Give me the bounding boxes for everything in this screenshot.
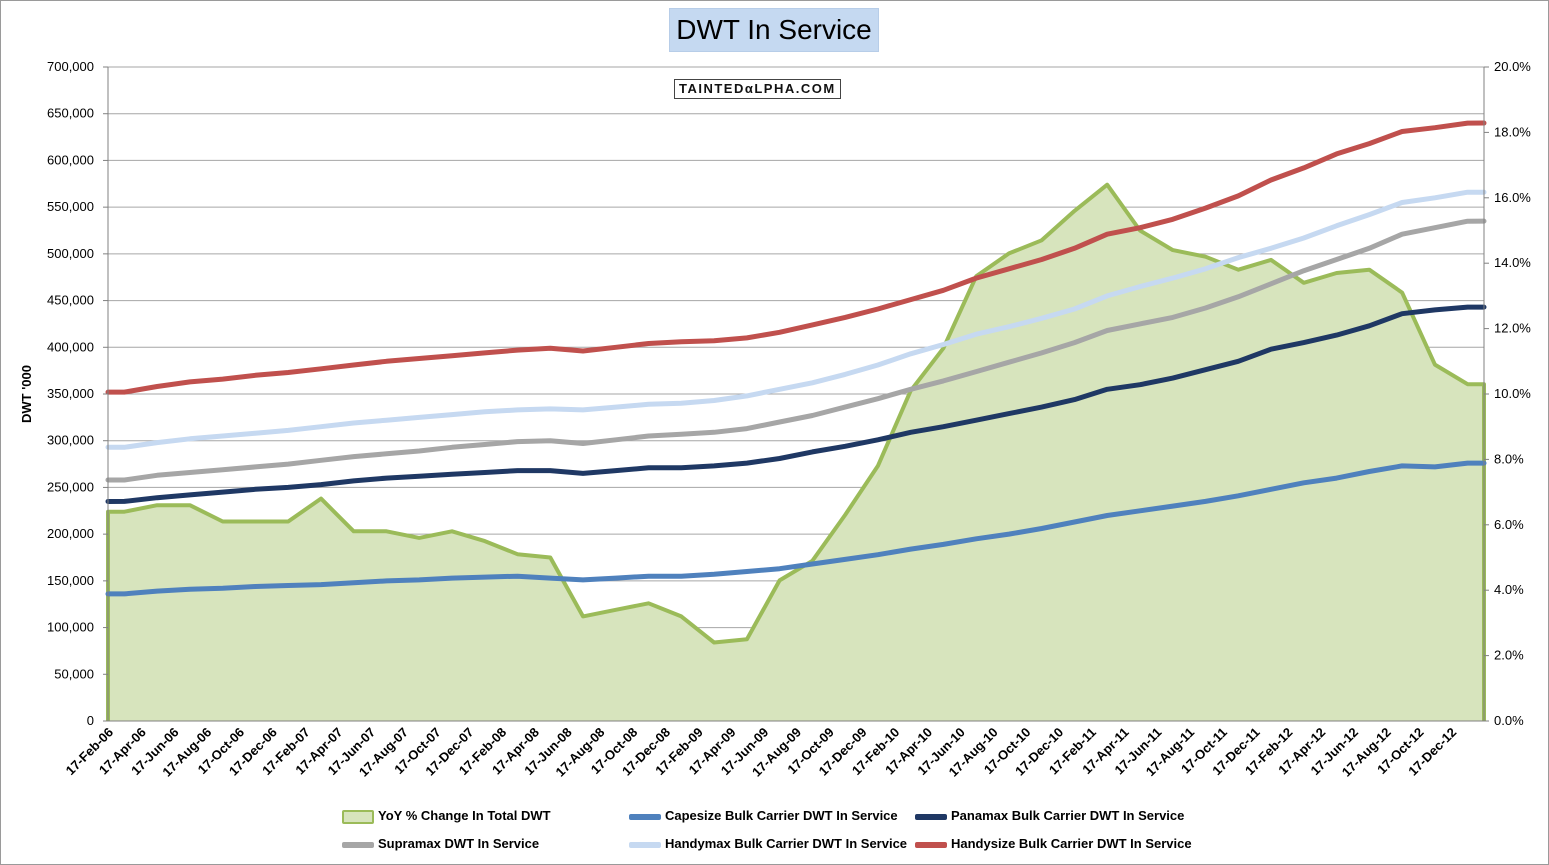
y2-tick-label-1: 2.0% bbox=[1494, 648, 1524, 663]
y-tick-label-2: 100,000 bbox=[47, 620, 94, 635]
yoy-series bbox=[106, 182, 1486, 721]
legend-item-handymax: Handymax Bulk Carrier DWT In Service bbox=[629, 836, 907, 851]
y-tick-label-7: 350,000 bbox=[47, 386, 94, 401]
left-axis-ticks: 0 50,000 100,000 150,000 200,000 250,000 300,0… bbox=[47, 59, 108, 728]
panamax-line bbox=[105, 304, 1487, 504]
legend-label-panamax: Panamax Bulk Carrier DWT In Service bbox=[951, 808, 1185, 823]
legend-swatch-panamax bbox=[915, 813, 947, 820]
y-tick-label-11: 550,000 bbox=[47, 199, 94, 214]
y-tick-label-12: 600,000 bbox=[47, 152, 94, 167]
legend-swatch-yoy bbox=[342, 809, 374, 824]
y2-tick-label-3: 6.0% bbox=[1494, 517, 1524, 532]
legend-swatch-supramax bbox=[342, 841, 374, 848]
handymax-line bbox=[105, 189, 1487, 450]
yoy-line bbox=[106, 182, 1486, 721]
y-tick-label-8: 400,000 bbox=[47, 339, 94, 354]
y2-tick-label-7: 14.0% bbox=[1494, 255, 1531, 270]
y-tick-label-4: 200,000 bbox=[47, 526, 94, 541]
y-tick-label-14: 700,000 bbox=[47, 59, 94, 74]
watermark-logo: TAINTEDαLPHA.COM bbox=[674, 79, 841, 99]
dwt-series bbox=[105, 120, 1487, 597]
y-tick-label-9: 450,000 bbox=[47, 293, 94, 308]
right-axis-ticks: 0.0% 2.0% 4.0% 6.0% 8.0% 10.0% 12.0% 14.0% 16.0%… bbox=[1484, 59, 1531, 728]
y-tick-label-3: 150,000 bbox=[47, 573, 94, 588]
chart-title: DWT In Service bbox=[669, 8, 879, 52]
y2-tick-label-10: 20.0% bbox=[1494, 59, 1531, 74]
y2-tick-label-8: 16.0% bbox=[1494, 190, 1531, 205]
y2-tick-label-2: 4.0% bbox=[1494, 582, 1524, 597]
legend-label-handymax: Handymax Bulk Carrier DWT In Service bbox=[665, 836, 908, 851]
y2-tick-label-0: 0.0% bbox=[1494, 713, 1524, 728]
legend-label-yoy: YoY % Change In Total DWT bbox=[378, 808, 551, 823]
legend-swatch-capesize bbox=[629, 813, 661, 820]
legend-label-capesize: Capesize Bulk Carrier DWT In Service bbox=[665, 808, 898, 823]
supramax-line bbox=[105, 218, 1487, 483]
y-tick-label-1: 50,000 bbox=[54, 666, 94, 681]
legend-item-capesize: Capesize Bulk Carrier DWT In Service bbox=[629, 808, 898, 823]
capesize-line bbox=[105, 460, 1487, 597]
legend-label-supramax: Supramax DWT In Service bbox=[378, 836, 540, 851]
legend-label-handysize: Handysize Bulk Carrier DWT In Service bbox=[951, 836, 1192, 851]
y-tick-label-0: 0 bbox=[87, 713, 94, 728]
y-axis-label: DWT '000 bbox=[19, 365, 34, 423]
y2-tick-label-9: 18.0% bbox=[1494, 124, 1531, 139]
legend-item-supramax: Supramax DWT In Service bbox=[342, 836, 539, 851]
x-axis-ticks: 17-Feb-0617-Apr-0617-Jun-0617-Aug-0617-O… bbox=[63, 725, 1460, 780]
y-tick-label-5: 250,000 bbox=[47, 479, 94, 494]
y2-tick-label-4: 8.0% bbox=[1494, 451, 1524, 466]
legend-item-panamax: Panamax Bulk Carrier DWT In Service bbox=[915, 808, 1184, 823]
legend-item-handysize: Handysize Bulk Carrier DWT In Service bbox=[915, 836, 1192, 851]
yoy-area bbox=[108, 184, 1484, 721]
y-tick-label-6: 300,000 bbox=[47, 433, 94, 448]
legend-item-yoy: YoY % Change In Total DWT bbox=[342, 808, 551, 824]
y2-tick-label-6: 12.0% bbox=[1494, 321, 1531, 336]
legend-swatch-handysize bbox=[915, 841, 947, 848]
legend-swatch-handymax bbox=[629, 841, 661, 848]
y-tick-label-13: 650,000 bbox=[47, 106, 94, 121]
handysize-line bbox=[105, 120, 1487, 395]
y-tick-label-10: 500,000 bbox=[47, 246, 94, 261]
y2-tick-label-5: 10.0% bbox=[1494, 386, 1531, 401]
